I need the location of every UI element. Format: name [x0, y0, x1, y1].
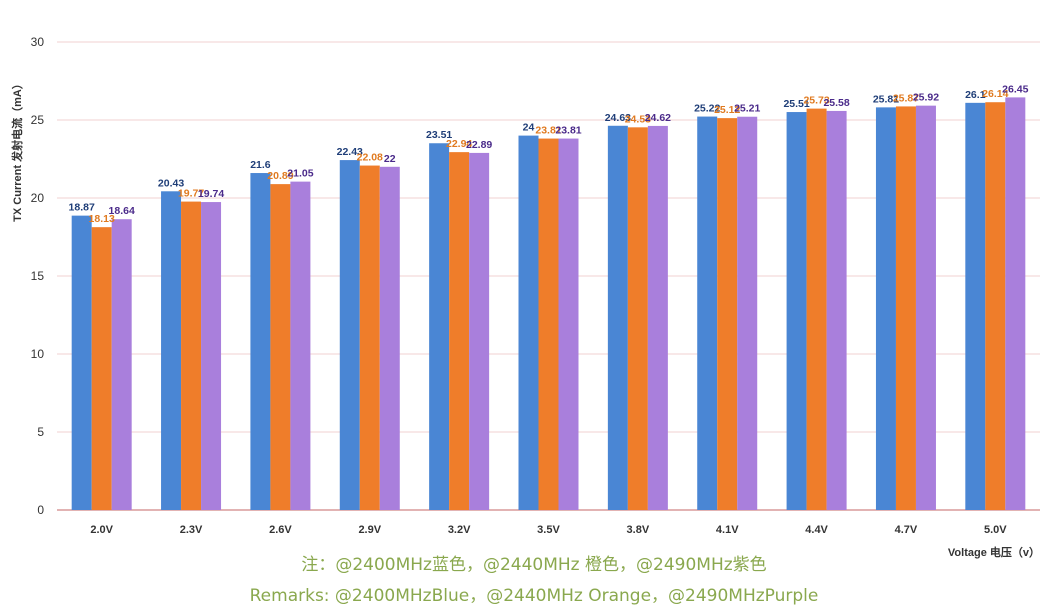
- data-label: 22.43: [337, 146, 363, 158]
- bar: [339, 160, 360, 511]
- bar: [1005, 97, 1026, 510]
- x-tick-label: 3.2V: [448, 524, 471, 536]
- y-axis-title: TX Current 发射电流（mA）: [10, 78, 24, 222]
- x-tick-label: 3.8V: [627, 524, 650, 536]
- bar: [806, 108, 827, 510]
- data-label: 26.45: [1002, 83, 1028, 95]
- bars: [71, 97, 1026, 511]
- data-label: 22: [384, 153, 396, 165]
- x-tick-label: 4.7V: [895, 524, 918, 536]
- bar: [717, 118, 738, 511]
- data-label: 25.58: [823, 97, 849, 109]
- y-tick-label: 10: [31, 347, 45, 361]
- bar: [359, 165, 380, 510]
- y-axis-ticks: 0 5 10 15 20 25 30: [31, 35, 45, 517]
- x-tick-label: 2.3V: [180, 524, 203, 536]
- data-label: 18.64: [109, 205, 135, 217]
- data-label: 22.94: [446, 138, 472, 150]
- bar: [627, 127, 648, 510]
- data-label: 22.89: [466, 139, 492, 151]
- data-label: 19.74: [198, 188, 224, 200]
- bar: [915, 105, 936, 510]
- data-label: 21.05: [287, 168, 313, 180]
- y-tick-label: 20: [31, 191, 45, 205]
- data-label: 25.73: [803, 95, 829, 107]
- data-label: 24: [523, 122, 535, 134]
- bar: [518, 135, 539, 510]
- data-label: 25.21: [734, 103, 760, 115]
- bar: [111, 219, 132, 510]
- bar: [697, 116, 718, 511]
- bar: [379, 166, 400, 511]
- data-label: 20.43: [158, 177, 184, 189]
- x-tick-label: 2.0V: [90, 524, 113, 536]
- bar: [469, 152, 490, 510]
- bar: [270, 184, 291, 510]
- data-label: 25.87: [893, 92, 919, 104]
- bar: [161, 191, 182, 511]
- data-label: 18.87: [69, 202, 95, 214]
- remarks-english: Remarks: @2400MHzBlue，@2440MHz Orange，@2…: [250, 586, 819, 606]
- bar: [250, 173, 271, 511]
- x-tick-label: 2.9V: [358, 524, 381, 536]
- x-tick-label: 3.5V: [537, 524, 560, 536]
- data-label: 25.81: [873, 93, 899, 105]
- y-tick-label: 25: [31, 113, 45, 127]
- data-label: 24.62: [645, 112, 671, 124]
- data-label: 22.08: [357, 152, 383, 164]
- x-tick-label: 4.4V: [805, 524, 828, 536]
- x-axis-title: Voltage 电压（v）: [948, 545, 1040, 559]
- remarks-chinese: 注：@2400MHz蓝色，@2440MHz 橙色，@2490MHz紫色: [301, 555, 766, 575]
- bar: [826, 110, 847, 511]
- x-tick-label: 2.6V: [269, 524, 292, 536]
- data-label: 25.22: [694, 103, 720, 115]
- bar: [607, 125, 628, 510]
- bar: [786, 112, 807, 510]
- data-label: 25.12: [714, 104, 740, 116]
- y-tick-label: 5: [37, 425, 44, 439]
- data-label: 23.81: [535, 125, 561, 137]
- data-labels: 18.8718.1318.6420.4319.7719.7421.620.892…: [69, 83, 1029, 225]
- bar: [538, 138, 559, 510]
- data-label: 24.53: [625, 113, 651, 125]
- bar: [429, 143, 450, 510]
- data-label: 19.77: [178, 188, 204, 200]
- data-label: 26.14: [982, 88, 1008, 100]
- bar: [895, 106, 916, 510]
- y-tick-label: 15: [31, 269, 45, 283]
- x-tick-label: 5.0V: [984, 524, 1007, 536]
- bar: [71, 215, 92, 511]
- x-tick-label: 4.1V: [716, 524, 739, 536]
- data-label: 23.51: [426, 129, 452, 141]
- bar: [449, 152, 470, 511]
- data-label: 25.51: [783, 98, 809, 110]
- bar: [201, 202, 222, 510]
- data-label: 21.6: [250, 159, 271, 171]
- y-tick-label: 30: [31, 35, 45, 49]
- data-label: 18.13: [89, 213, 115, 225]
- x-axis-ticks: 2.0V 2.3V 2.6V 2.9V 3.2V 3.5V 3.8V 4.1V 4.4V 4.7V…: [90, 524, 1007, 536]
- bar: [737, 116, 758, 510]
- bar: [985, 102, 1006, 510]
- y-tick-label: 0: [37, 503, 44, 517]
- bar: [965, 102, 986, 510]
- data-label: 26.1: [965, 89, 986, 101]
- bar: [91, 227, 112, 510]
- bar: [875, 107, 896, 510]
- data-label: 24.63: [605, 112, 631, 124]
- bar: [181, 201, 202, 510]
- bar: [290, 181, 311, 510]
- data-label: 25.92: [913, 92, 939, 104]
- bar: [558, 138, 579, 510]
- bar: [647, 125, 668, 510]
- data-label: 20.89: [267, 170, 293, 182]
- data-label: 23.81: [555, 125, 581, 137]
